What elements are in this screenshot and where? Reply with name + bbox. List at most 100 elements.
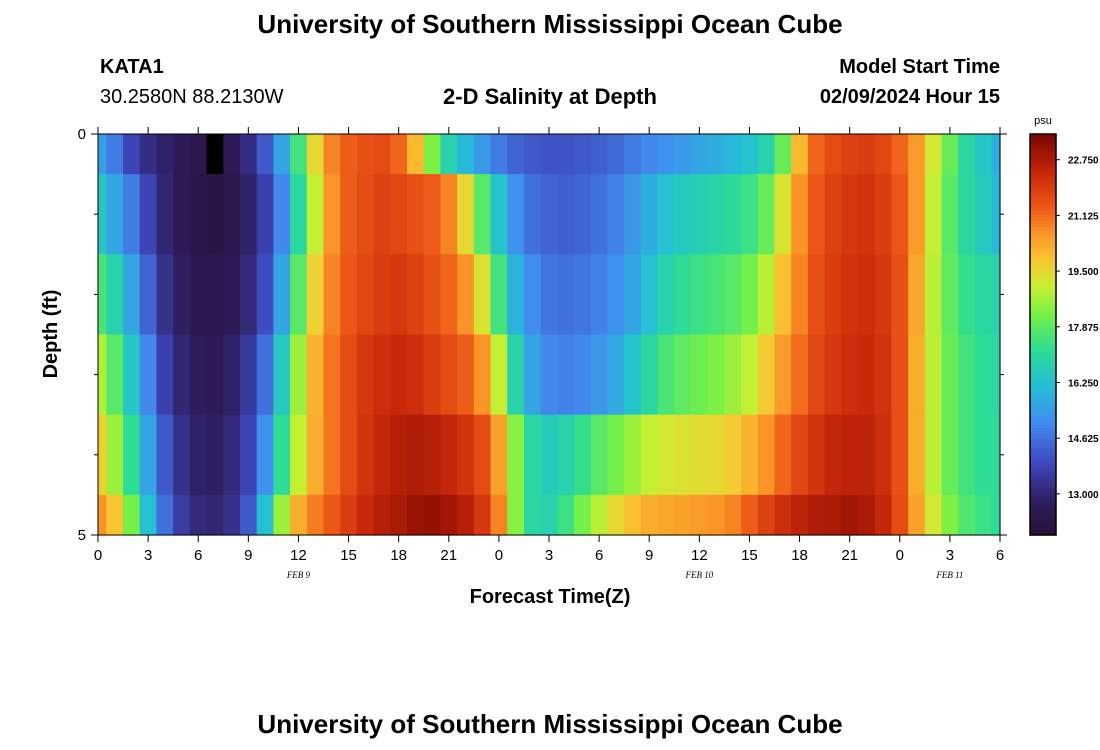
heatmap-cell [156,334,174,416]
heatmap-cell [574,494,592,536]
heatmap-cell [323,254,341,336]
heatmap-cell [106,174,124,255]
heatmap-cell [874,414,893,496]
colorbar-segment [1030,337,1056,342]
heatmap-cell [991,414,1001,496]
heatmap-cell [189,134,208,175]
heatmap-cell [273,494,291,536]
heatmap-cell [507,254,525,336]
heatmap-cell [273,174,291,255]
chart-subtitle: 2-D Salinity at Depth [443,84,657,109]
colorbar-segment [1030,140,1056,145]
colorbar-segment [1030,518,1056,523]
heatmap-cell [256,494,274,536]
colorbar-segment [1030,324,1056,329]
heatmap-cell [290,174,308,255]
heatmap-cell [724,174,742,255]
heatmap-cell [356,174,375,255]
colorbar-segment [1030,294,1056,299]
heatmap-cell [323,414,341,496]
heatmap-cell [139,174,158,255]
heatmap-cell [123,254,141,336]
heatmap-cell [223,254,241,336]
colorbar-segment [1030,391,1056,396]
heatmap-cell [290,134,308,175]
heatmap-cell [674,174,692,255]
station-coordinates: 30.2580N 88.2130W [100,86,284,108]
heatmap-cell [256,254,274,336]
heatmap-cell [757,174,776,255]
colorbar-segment [1030,418,1056,422]
colorbar: psu 13.000 14.625 16.250 17.875 19.500 21.125 2… [1029,115,1099,536]
heatmap-cell [941,134,959,175]
colorbar-segment [1030,150,1056,155]
x-tick-label: 21 [440,547,457,564]
heatmap-cell [674,494,692,536]
heatmap-cell [473,414,492,496]
heatmap-cell [340,334,358,416]
colorbar-segment [1030,451,1056,456]
heatmap-cell [356,254,375,336]
heatmap-cell [256,334,274,416]
heatmap-cell [824,254,842,336]
y-axis-label: Depth (ft) [40,290,62,379]
heatmap-cell [891,494,909,536]
heatmap-cell [189,334,208,416]
colorbar-segment [1030,184,1056,189]
heatmap-cell [323,494,341,536]
x-tick-label: 9 [244,547,252,564]
heatmap-cell [824,414,842,496]
colorbar-segment [1030,271,1056,275]
heatmap-cell [189,494,208,536]
colorbar-segment [1030,331,1056,336]
heatmap-cell [273,254,291,336]
colorbar-segment [1030,177,1056,182]
heatmap-cell [523,414,542,496]
colorbar-segment [1030,180,1056,185]
colorbar-segment [1030,374,1056,379]
colorbar-segment [1030,284,1056,289]
heatmap-cell [707,174,725,255]
colorbar-segment [1030,164,1056,169]
heatmap-cell [239,334,258,416]
x-tick-label: 0 [94,547,102,564]
colorbar-segment [1030,257,1056,262]
colorbar-segment [1030,404,1056,409]
heatmap-cell [273,414,291,496]
colorbar-segment [1030,267,1056,272]
heatmap-cell [323,174,341,255]
heatmap-cell [356,494,375,536]
heatmap-cell [273,134,291,175]
heatmap-cell [791,414,809,496]
station-name: KATA1 [100,56,164,78]
colorbar-segment [1030,351,1056,356]
heatmap-cell [98,174,107,255]
x-tick-label: 6 [996,547,1004,564]
colorbar-segment [1030,174,1056,179]
heatmap-cell [858,414,876,496]
heatmap-cell [423,254,442,336]
colorbar-segment [1030,217,1056,222]
heatmap-cell [540,134,558,175]
heatmap-cell [490,174,508,255]
heatmap-cell [941,334,959,416]
colorbar-tick-label: 22.750 [1068,156,1099,167]
heatmap-cell [423,174,442,255]
colorbar-segment [1030,357,1056,362]
heatmap-cell [690,134,709,175]
heatmap-cell [440,134,458,175]
heatmap-cell [139,494,158,536]
heatmap-cell [791,494,809,536]
colorbar-segment [1030,508,1056,513]
heatmap-cell [557,494,575,536]
heatmap-cell [206,494,224,536]
heatmap-cell [557,254,575,336]
colorbar-segment [1030,488,1056,493]
heatmap-cell [908,134,926,175]
colorbar-segment [1030,214,1056,219]
heatmap-cell [724,334,742,416]
heatmap-cell [306,414,325,496]
heatmap-cell [774,174,792,255]
x-axis-label: Forecast Time(Z) [470,586,631,608]
